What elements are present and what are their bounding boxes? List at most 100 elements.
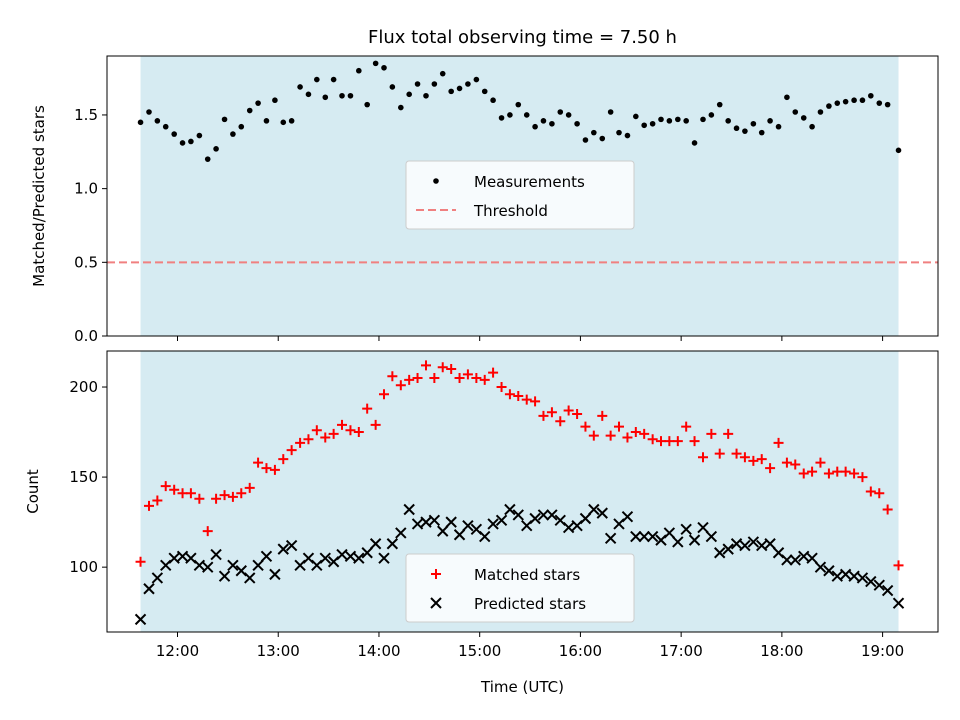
measurement-point — [859, 97, 866, 104]
x-tick-label: 16:00 — [559, 642, 602, 660]
matched-star-point — [446, 364, 457, 375]
matched-star-point — [656, 436, 666, 447]
measurement-point — [574, 120, 580, 127]
matched-star-point — [261, 463, 272, 474]
legend-dot-icon — [433, 178, 439, 184]
predicted-star-point — [730, 538, 743, 550]
matched-star-point — [295, 437, 306, 448]
plot-frame-2 — [106, 350, 939, 633]
measurement-point — [591, 129, 597, 136]
measurement-point — [507, 112, 513, 118]
matched-star-point — [622, 432, 633, 443]
predicted-star-point — [873, 579, 885, 591]
measurement-point — [884, 101, 891, 108]
predicted-star-point — [386, 538, 399, 550]
x-tick-label: 18:00 — [760, 642, 803, 660]
matched-star-point — [790, 459, 801, 470]
predicted-star-point — [596, 507, 608, 519]
predicted-star-point — [403, 503, 415, 516]
predicted-star-point — [336, 548, 348, 561]
legend-x-icon — [430, 597, 442, 609]
predicted-star-point — [285, 539, 298, 552]
matched-star-point — [471, 373, 482, 384]
measurement-point — [221, 116, 228, 123]
predicted-star-point — [143, 583, 155, 595]
measurement-point — [532, 123, 538, 130]
predicted-star-point — [714, 547, 726, 559]
predicted-star-point — [831, 570, 843, 582]
measurement-point — [624, 132, 631, 139]
measurement-point — [171, 131, 177, 137]
matched-star-point — [874, 488, 885, 499]
measurement-point — [809, 123, 815, 130]
legend-label: Measurements — [474, 173, 585, 191]
predicted-star-point — [856, 572, 869, 584]
matched-star-point — [664, 436, 675, 447]
predicted-star-point — [865, 575, 877, 588]
matched-star-point — [773, 437, 784, 448]
measurement-point — [700, 116, 706, 123]
matched-star-point — [177, 488, 188, 499]
predicted-star-point — [277, 543, 289, 555]
predicted-star-point — [646, 530, 659, 543]
predicted-star-point — [244, 572, 256, 584]
predicted-star-point — [588, 503, 600, 516]
matched-star-point — [555, 416, 566, 427]
plot-frame-1 — [106, 55, 939, 337]
predicted-star-point — [420, 516, 432, 528]
predicted-star-point — [680, 523, 692, 536]
measurement-point — [607, 109, 614, 115]
predicted-star-point — [848, 570, 860, 582]
legend-label: Predicted stars — [474, 595, 586, 613]
x-axis-label: Time (UTC) — [480, 678, 564, 696]
predicted-star-point — [892, 597, 905, 609]
measurement-point — [456, 85, 463, 92]
matched-star-point — [580, 421, 591, 432]
matched-star-point — [236, 488, 247, 499]
measurement-point — [255, 100, 261, 106]
x-tick-label: 13:00 — [257, 642, 300, 660]
measurement-point — [658, 116, 664, 123]
matched-star-point — [185, 488, 196, 499]
measurement-point — [204, 156, 211, 162]
matched-star-point — [362, 403, 373, 414]
predicted-star-point — [739, 539, 751, 552]
x-tick-label: 15:00 — [458, 642, 501, 660]
measurement-point — [742, 128, 748, 134]
matched-star-point — [823, 468, 834, 479]
matched-star-point — [672, 436, 683, 447]
measurement-point — [775, 123, 782, 130]
predicted-star-point — [512, 509, 524, 521]
matched-star-point — [169, 484, 180, 495]
matched-star-point — [597, 410, 608, 421]
predicted-star-point — [462, 520, 474, 532]
measurement-point — [305, 91, 312, 98]
measurement-point — [406, 91, 412, 98]
legend-label: Matched stars — [474, 566, 580, 584]
matched-star-point — [202, 526, 213, 537]
matched-star-point — [731, 448, 742, 459]
matched-star-point — [723, 428, 734, 439]
measurement-point — [179, 140, 186, 146]
matched-star-point — [698, 452, 709, 463]
measurement-point — [448, 88, 454, 95]
measurement-point — [826, 103, 832, 109]
y-tick-label: 100 — [69, 558, 98, 576]
measurement-point — [582, 137, 589, 143]
matched-star-point — [370, 419, 381, 430]
measurement-point — [733, 125, 740, 132]
measurement-point — [389, 84, 396, 90]
matched-star-point — [421, 360, 432, 371]
matched-star-point — [328, 428, 339, 439]
matched-star-point — [488, 367, 499, 378]
predicted-star-point — [218, 570, 231, 582]
matched-star-point — [336, 419, 347, 430]
matched-star-point — [882, 504, 893, 515]
matched-star-point — [395, 380, 406, 391]
predicted-star-point — [260, 550, 273, 563]
measurement-point — [895, 147, 902, 154]
measurement-point — [398, 104, 404, 111]
measurement-point — [523, 112, 530, 118]
measurement-point — [540, 118, 547, 124]
matched-star-point — [269, 464, 280, 475]
